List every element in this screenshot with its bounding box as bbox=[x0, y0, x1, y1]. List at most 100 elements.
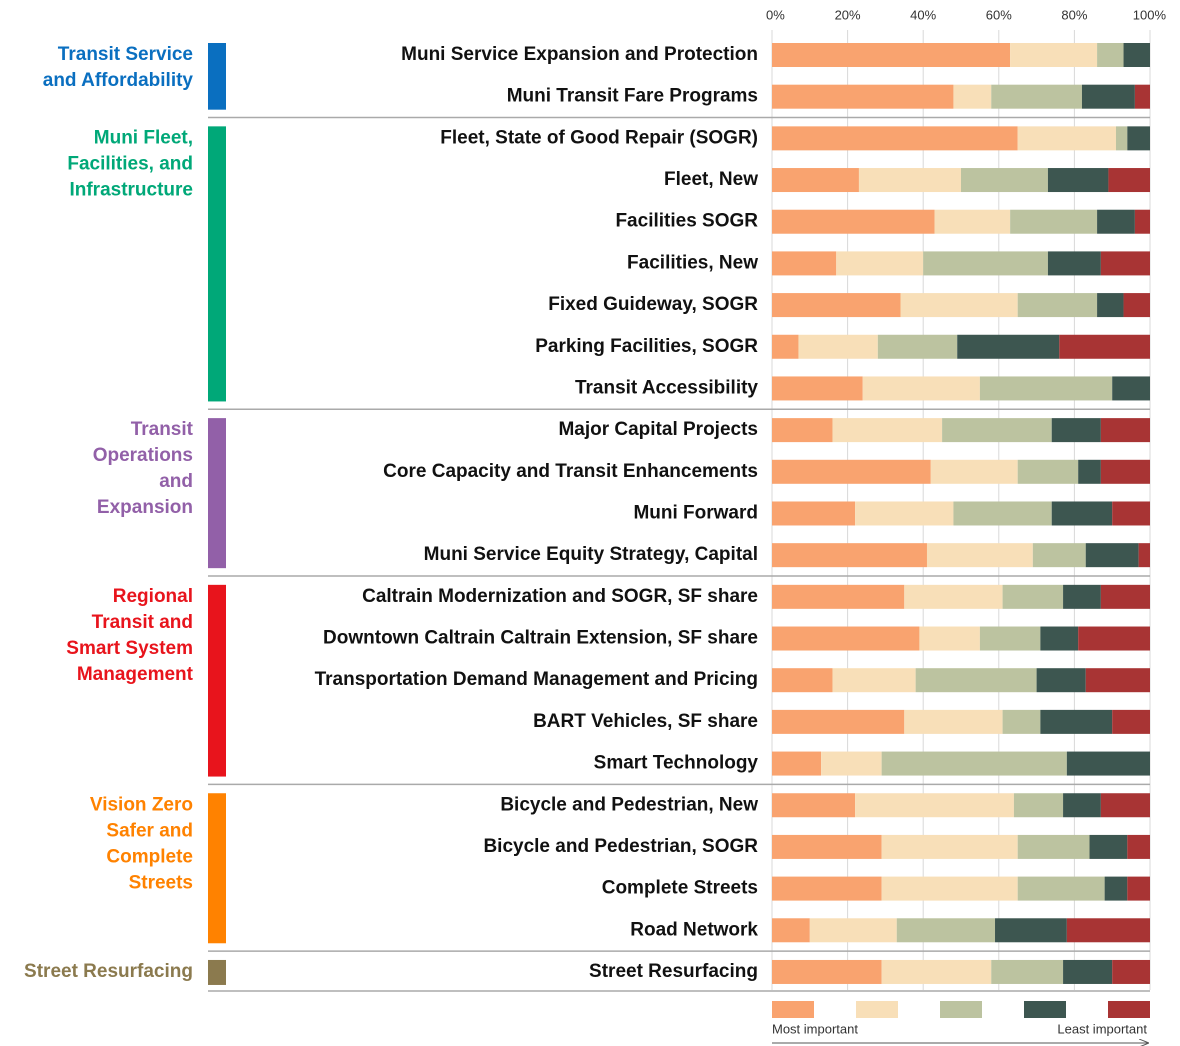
group-label: Regional bbox=[113, 586, 193, 607]
category-label: Muni Service Equity Strategy, Capital bbox=[424, 544, 758, 565]
category-label: Caltrain Modernization and SOGR, SF shar… bbox=[362, 586, 758, 607]
bar-segment bbox=[1100, 584, 1150, 609]
bar-segment bbox=[1002, 709, 1041, 734]
category-label: Parking Facilities, SOGR bbox=[535, 336, 758, 357]
x-tick-label: 60% bbox=[986, 7, 1012, 22]
bar-segment bbox=[1097, 293, 1124, 318]
bar-segment bbox=[1017, 126, 1116, 151]
group-bar bbox=[208, 418, 226, 569]
bar-segment bbox=[1066, 751, 1150, 776]
bar-segment bbox=[1066, 918, 1150, 943]
bar-segment bbox=[1013, 793, 1064, 818]
group-label: Expansion bbox=[97, 497, 193, 518]
bar-segment bbox=[772, 168, 859, 193]
category-label: Road Network bbox=[630, 919, 758, 940]
bar-segment bbox=[881, 959, 992, 984]
bar-segment bbox=[772, 126, 1018, 151]
bar-segment bbox=[896, 918, 996, 943]
bar-segment bbox=[772, 626, 920, 651]
bar-segment bbox=[798, 334, 878, 359]
bar-segment bbox=[1123, 43, 1150, 67]
bar-segment bbox=[923, 251, 1048, 276]
group-label: and Affordability bbox=[43, 70, 194, 91]
bar-segment bbox=[942, 418, 1052, 443]
bar-segment bbox=[1047, 251, 1101, 276]
bar-segment bbox=[1040, 626, 1079, 651]
category-label: Fleet, New bbox=[664, 169, 758, 190]
group-label: Infrastructure bbox=[69, 179, 193, 200]
bar-segment bbox=[1036, 668, 1086, 693]
bar-segment bbox=[881, 751, 1067, 776]
category-label: Transit Accessibility bbox=[575, 377, 758, 398]
legend-label: Most important bbox=[772, 1021, 858, 1036]
x-tick-label: 20% bbox=[835, 7, 861, 22]
legend-swatch bbox=[1024, 1001, 1066, 1018]
bar-segment bbox=[772, 793, 856, 818]
bar-segment bbox=[991, 959, 1064, 984]
bar-segment bbox=[1108, 168, 1150, 193]
bar-segment bbox=[1097, 43, 1124, 67]
group-bar bbox=[208, 793, 226, 944]
bar-segment bbox=[772, 209, 935, 234]
bar-segment bbox=[772, 334, 799, 359]
bar-segment bbox=[1081, 84, 1135, 109]
bar-segment bbox=[855, 793, 1014, 818]
bar-segment bbox=[1010, 209, 1098, 234]
bar-segment bbox=[1127, 126, 1150, 151]
group-bar bbox=[208, 43, 226, 110]
bar-segment bbox=[934, 209, 1011, 234]
category-label: Muni Transit Fare Programs bbox=[507, 86, 758, 107]
bar-segment bbox=[1051, 501, 1113, 526]
bar-segment bbox=[1100, 418, 1150, 443]
bar-segment bbox=[979, 376, 1113, 401]
bar-segment bbox=[930, 459, 1018, 484]
x-tick-label: 40% bbox=[910, 7, 936, 22]
category-label: Transportation Demand Management and Pri… bbox=[315, 669, 758, 690]
category-label: Smart Technology bbox=[594, 753, 759, 774]
group-label: Transit bbox=[131, 419, 194, 440]
bar-segment bbox=[1085, 668, 1150, 693]
bar-segment bbox=[957, 334, 1060, 359]
category-label: Complete Streets bbox=[602, 878, 758, 899]
bar-segment bbox=[1063, 959, 1113, 984]
bar-segment bbox=[772, 43, 1011, 67]
bar-segment bbox=[1059, 334, 1150, 359]
group-bar bbox=[208, 959, 226, 985]
bar-segment bbox=[1017, 834, 1090, 859]
x-tick-label: 80% bbox=[1061, 7, 1087, 22]
bar-segment bbox=[904, 709, 1003, 734]
bar-segment bbox=[772, 418, 833, 443]
bar-segment bbox=[1100, 459, 1150, 484]
bar-segment bbox=[772, 918, 810, 943]
bar-segment bbox=[1047, 168, 1109, 193]
bar-segment bbox=[1112, 959, 1150, 984]
bar-segment bbox=[772, 543, 927, 568]
bar-segment bbox=[1085, 543, 1139, 568]
bar-segment bbox=[1032, 543, 1086, 568]
bar-segment bbox=[772, 293, 901, 318]
group-label: Transit and bbox=[92, 612, 193, 633]
bar-segment bbox=[1115, 126, 1128, 151]
bar-segment bbox=[915, 668, 1037, 693]
group-label: Transit Service bbox=[58, 44, 193, 65]
bar-segment bbox=[772, 251, 837, 276]
bar-segment bbox=[919, 626, 980, 651]
legend-swatch bbox=[856, 1001, 898, 1018]
bar-segment bbox=[1100, 793, 1150, 818]
bar-segment bbox=[855, 501, 954, 526]
x-tick-label: 100% bbox=[1133, 7, 1167, 22]
category-label: Facilities, New bbox=[627, 252, 758, 273]
bar-segment bbox=[772, 84, 954, 109]
bar-segment bbox=[1127, 876, 1150, 901]
bar-segment bbox=[1112, 501, 1150, 526]
bar-segment bbox=[1078, 626, 1150, 651]
bar-segment bbox=[772, 668, 833, 693]
bar-segment bbox=[900, 293, 1018, 318]
category-label: Fleet, State of Good Repair (SOGR) bbox=[440, 127, 758, 148]
bar-segment bbox=[1040, 709, 1113, 734]
bar-segment bbox=[1127, 834, 1150, 859]
bar-segment bbox=[832, 418, 943, 443]
bar-segment bbox=[1051, 418, 1101, 443]
legend-swatch bbox=[940, 1001, 982, 1018]
legend-swatch bbox=[772, 1001, 814, 1018]
